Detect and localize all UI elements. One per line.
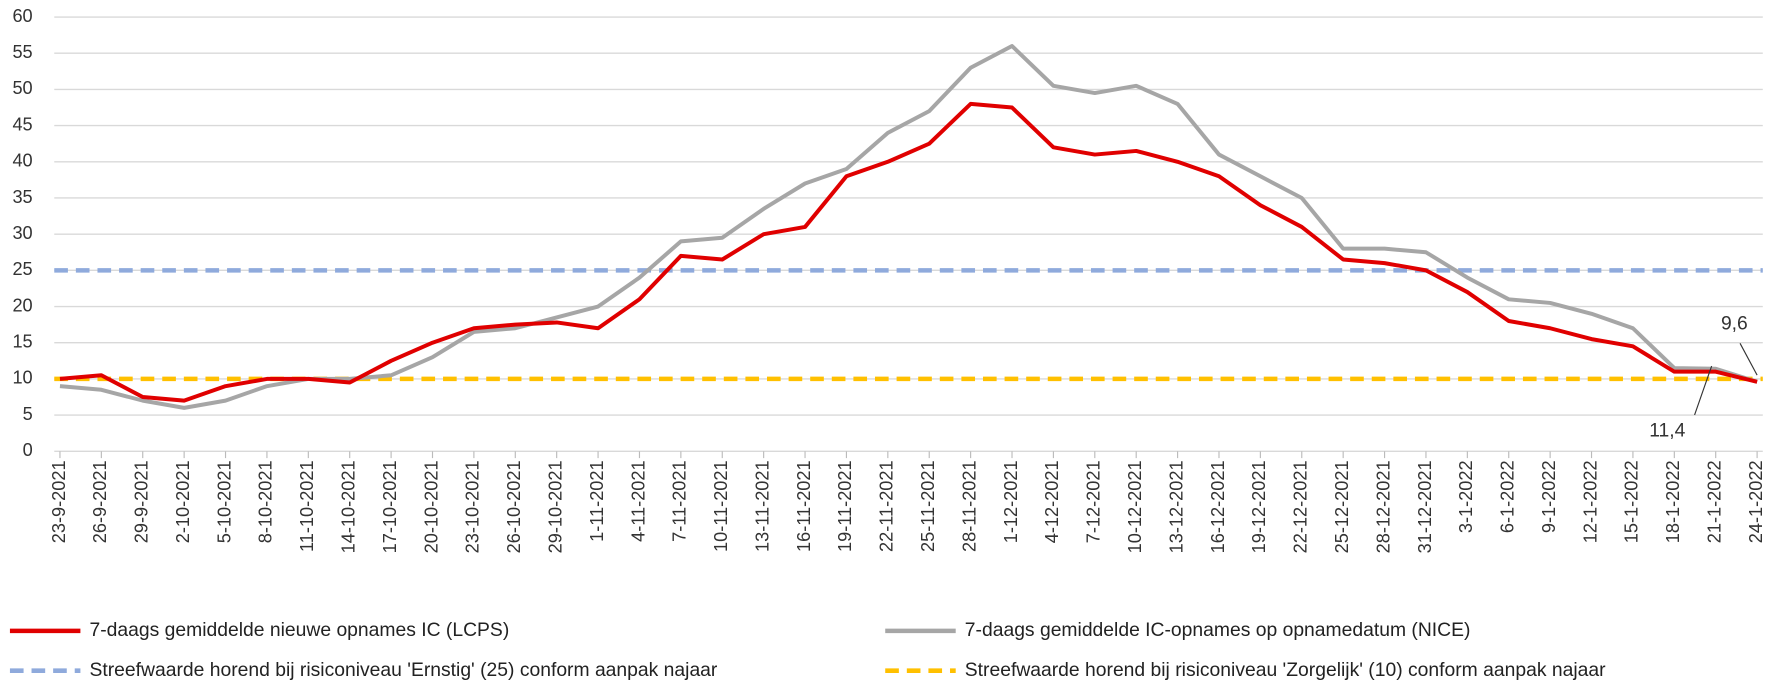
x-tick-label: 1-12-2021 <box>1001 460 1021 543</box>
x-tick-label: 4-11-2021 <box>628 460 648 542</box>
y-tick-label: 50 <box>12 78 32 98</box>
x-tick-label: 26-10-2021 <box>504 460 524 553</box>
x-tick-label: 26-9-2021 <box>90 460 110 543</box>
x-tick-label: 20-10-2021 <box>421 460 441 553</box>
x-tick-label: 1-11-2021 <box>587 460 607 542</box>
x-tick-label: 28-11-2021 <box>959 460 979 552</box>
x-tick-label: 10-11-2021 <box>711 460 731 552</box>
x-tick-label: 16-11-2021 <box>794 460 814 552</box>
x-tick-label: 11-10-2021 <box>297 460 317 552</box>
x-tick-label: 10-12-2021 <box>1125 460 1145 553</box>
legend-label: Streefwaarde horend bij risiconiveau 'Zo… <box>965 660 1606 681</box>
x-tick-label: 25-12-2021 <box>1332 460 1352 553</box>
x-tick-label: 3-1-2022 <box>1456 460 1476 533</box>
y-tick-label: 30 <box>12 223 32 243</box>
x-tick-label: 12-1-2022 <box>1580 460 1600 543</box>
y-tick-label: 25 <box>12 259 32 279</box>
x-tick-label: 15-1-2022 <box>1622 460 1642 543</box>
x-tick-label: 4-12-2021 <box>1042 460 1062 543</box>
y-tick-label: 0 <box>23 440 33 460</box>
y-tick-label: 10 <box>12 368 32 388</box>
x-tick-label: 7-11-2021 <box>670 460 690 542</box>
x-tick-label: 6-1-2022 <box>1498 460 1518 533</box>
legend-label: 7-daags gemiddelde nieuwe opnames IC (LC… <box>90 620 510 641</box>
x-tick-label: 23-9-2021 <box>49 460 69 543</box>
annotation: 11,4 <box>1649 421 1685 442</box>
x-tick-label: 23-10-2021 <box>463 460 483 553</box>
y-tick-label: 55 <box>12 42 32 62</box>
plot: 0 5 10 15 20 25 30 35 40 45 50 55 60 23-9-2021 26-9-20… <box>9 6 1766 681</box>
x-tick-label: 14-10-2021 <box>339 460 359 553</box>
x-tick-label: 29-10-2021 <box>545 460 565 553</box>
x-tick-label: 7-12-2021 <box>1084 460 1104 543</box>
legend-label: Streefwaarde horend bij risiconiveau 'Er… <box>90 660 718 681</box>
x-tick-label: 28-12-2021 <box>1373 460 1393 553</box>
x-tick-label: 9-1-2022 <box>1539 460 1559 533</box>
x-tick-label: 22-11-2021 <box>877 460 897 552</box>
x-tick-label: 5-10-2021 <box>214 460 234 543</box>
x-tick-label: 22-12-2021 <box>1291 460 1311 553</box>
x-tick-label: 21-1-2022 <box>1705 460 1725 543</box>
annotation-leader <box>1694 365 1713 416</box>
x-tick-label: 29-9-2021 <box>132 460 152 543</box>
y-tick-label: 5 <box>23 404 33 424</box>
x-tick-label: 16-12-2021 <box>1208 460 1228 553</box>
y-tick-label: 15 <box>12 332 32 352</box>
y-tick-label: 40 <box>12 151 32 171</box>
x-tick-label: 19-12-2021 <box>1249 460 1269 553</box>
x-tick-label: 31-12-2021 <box>1415 460 1435 553</box>
legend-label: 7-daags gemiddelde IC-opnames op opnamed… <box>965 620 1471 641</box>
series-line <box>59 101 1758 403</box>
x-tick-label: 24-1-2022 <box>1746 460 1766 543</box>
annotation-leader <box>1739 343 1758 376</box>
x-tick-label: 13-12-2021 <box>1166 460 1186 553</box>
x-tick-label: 2-10-2021 <box>173 460 193 543</box>
y-tick-label: 20 <box>12 295 32 315</box>
y-tick-label: 35 <box>12 187 32 207</box>
y-tick-label: 45 <box>12 114 32 134</box>
x-tick-label: 13-11-2021 <box>752 460 772 552</box>
x-tick-label: 18-1-2022 <box>1663 460 1683 543</box>
y-tick-label: 60 <box>12 6 32 26</box>
series-line <box>59 44 1758 410</box>
x-tick-label: 19-11-2021 <box>835 460 855 552</box>
x-tick-label: 8-10-2021 <box>256 460 276 543</box>
x-tick-label: 25-11-2021 <box>918 460 938 552</box>
x-tick-label: 17-10-2021 <box>380 460 400 553</box>
annotation: 9,6 <box>1721 314 1748 335</box>
